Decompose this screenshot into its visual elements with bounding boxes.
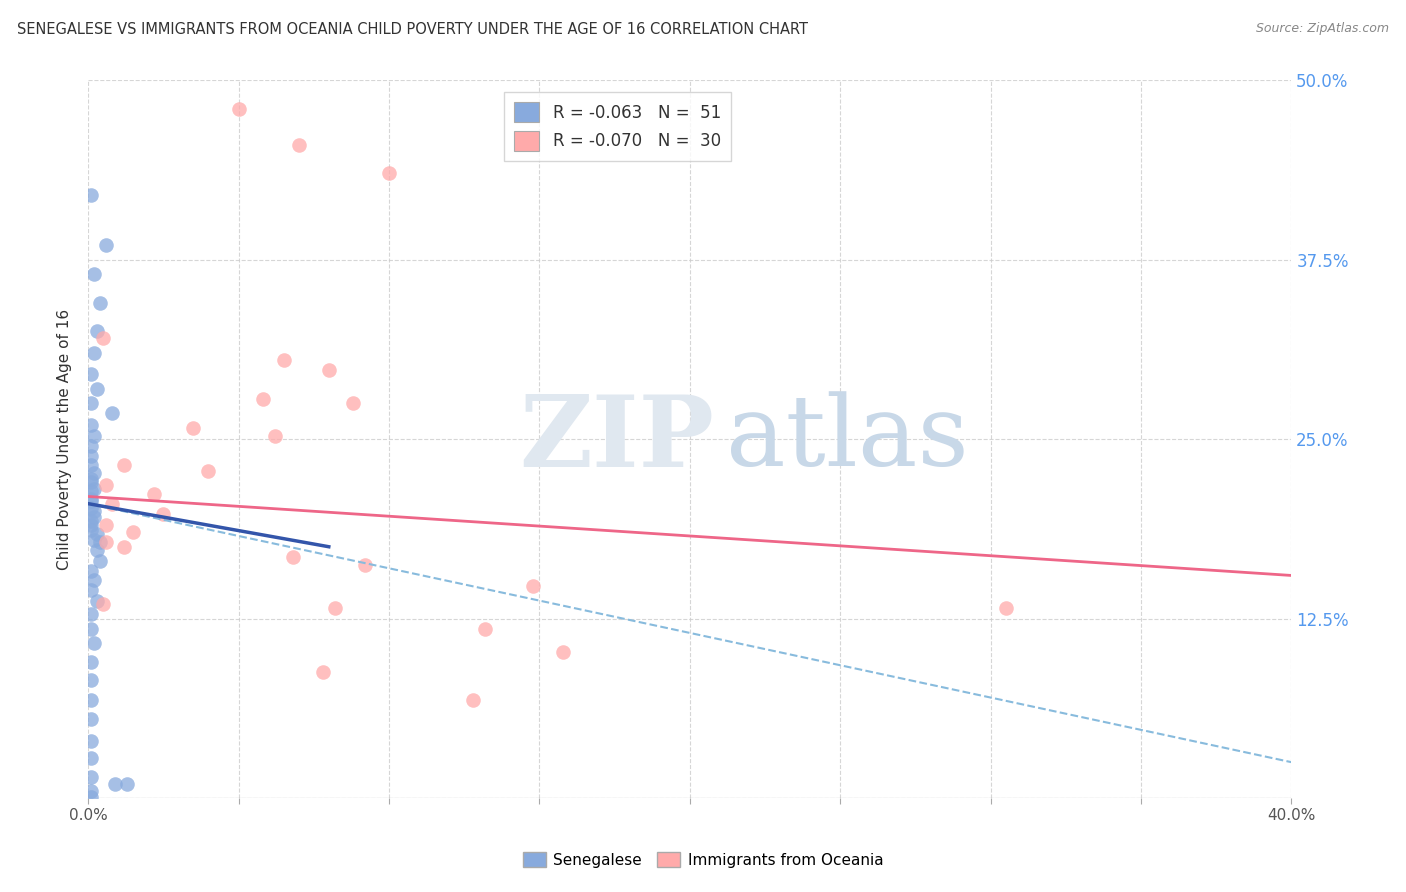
Point bbox=[80, 607, 103, 622]
Point bbox=[318, 363, 340, 377]
Point bbox=[86, 594, 108, 608]
Point bbox=[80, 582, 103, 597]
Point bbox=[91, 331, 114, 345]
Point bbox=[522, 578, 544, 592]
Legend: Senegalese, Immigrants from Oceania: Senegalese, Immigrants from Oceania bbox=[516, 846, 890, 873]
Point bbox=[80, 523, 103, 537]
Point bbox=[312, 665, 335, 679]
Text: SENEGALESE VS IMMIGRANTS FROM OCEANIA CHILD POVERTY UNDER THE AGE OF 16 CORRELAT: SENEGALESE VS IMMIGRANTS FROM OCEANIA CH… bbox=[17, 22, 808, 37]
Point bbox=[91, 597, 114, 611]
Point bbox=[86, 526, 108, 541]
Point bbox=[80, 472, 103, 486]
Point bbox=[553, 644, 575, 658]
Point bbox=[80, 493, 103, 508]
Text: ZIP: ZIP bbox=[519, 391, 714, 488]
Point bbox=[378, 166, 401, 180]
Point bbox=[96, 518, 118, 533]
Point bbox=[80, 784, 103, 798]
Point bbox=[101, 497, 124, 511]
Text: atlas: atlas bbox=[725, 391, 969, 487]
Point bbox=[83, 483, 105, 497]
Point bbox=[252, 392, 274, 406]
Point bbox=[143, 486, 166, 500]
Y-axis label: Child Poverty Under the Age of 16: Child Poverty Under the Age of 16 bbox=[58, 309, 72, 570]
Point bbox=[80, 439, 103, 453]
Point bbox=[104, 777, 127, 791]
Point bbox=[80, 770, 103, 784]
Point bbox=[80, 449, 103, 463]
Point bbox=[89, 535, 111, 549]
Point bbox=[80, 417, 103, 432]
Point bbox=[80, 187, 103, 202]
Point bbox=[83, 429, 105, 443]
Point bbox=[287, 137, 309, 152]
Point bbox=[86, 324, 108, 338]
Point bbox=[83, 504, 105, 518]
Point bbox=[112, 458, 135, 472]
Point bbox=[80, 514, 103, 528]
Point bbox=[86, 542, 108, 557]
Point bbox=[96, 238, 118, 252]
Point bbox=[96, 478, 118, 492]
Point bbox=[96, 535, 118, 549]
Point bbox=[83, 636, 105, 650]
Point bbox=[89, 295, 111, 310]
Point bbox=[80, 483, 103, 498]
Point bbox=[80, 693, 103, 707]
Point bbox=[83, 346, 105, 360]
Point bbox=[89, 554, 111, 568]
Point bbox=[281, 549, 304, 564]
Point bbox=[112, 540, 135, 554]
Point bbox=[101, 406, 124, 420]
Point bbox=[323, 601, 346, 615]
Point bbox=[86, 382, 108, 396]
Point bbox=[80, 673, 103, 688]
Point bbox=[80, 655, 103, 669]
Point bbox=[263, 429, 285, 443]
Point bbox=[197, 464, 219, 478]
Point bbox=[117, 777, 139, 791]
Point bbox=[354, 558, 377, 573]
Point bbox=[83, 573, 105, 587]
Point bbox=[83, 509, 105, 524]
Point bbox=[80, 500, 103, 515]
Point bbox=[463, 693, 485, 707]
Point bbox=[80, 492, 103, 507]
Point bbox=[80, 733, 103, 747]
Point bbox=[994, 601, 1017, 615]
Point bbox=[80, 475, 103, 489]
Point bbox=[80, 458, 103, 472]
Point bbox=[80, 622, 103, 636]
Point bbox=[80, 368, 103, 382]
Point bbox=[80, 789, 103, 804]
Legend: R = -0.063   N =  51, R = -0.070   N =  30: R = -0.063 N = 51, R = -0.070 N = 30 bbox=[505, 92, 731, 161]
Point bbox=[83, 267, 105, 281]
Point bbox=[83, 533, 105, 547]
Point bbox=[122, 525, 145, 540]
Point bbox=[83, 467, 105, 481]
Point bbox=[80, 518, 103, 533]
Point bbox=[80, 564, 103, 578]
Point bbox=[273, 353, 295, 368]
Point bbox=[80, 751, 103, 765]
Point bbox=[152, 507, 174, 521]
Point bbox=[228, 102, 250, 116]
Point bbox=[80, 396, 103, 410]
Point bbox=[474, 622, 496, 636]
Text: Source: ZipAtlas.com: Source: ZipAtlas.com bbox=[1256, 22, 1389, 36]
Point bbox=[80, 712, 103, 726]
Point bbox=[183, 420, 205, 434]
Point bbox=[342, 396, 364, 410]
